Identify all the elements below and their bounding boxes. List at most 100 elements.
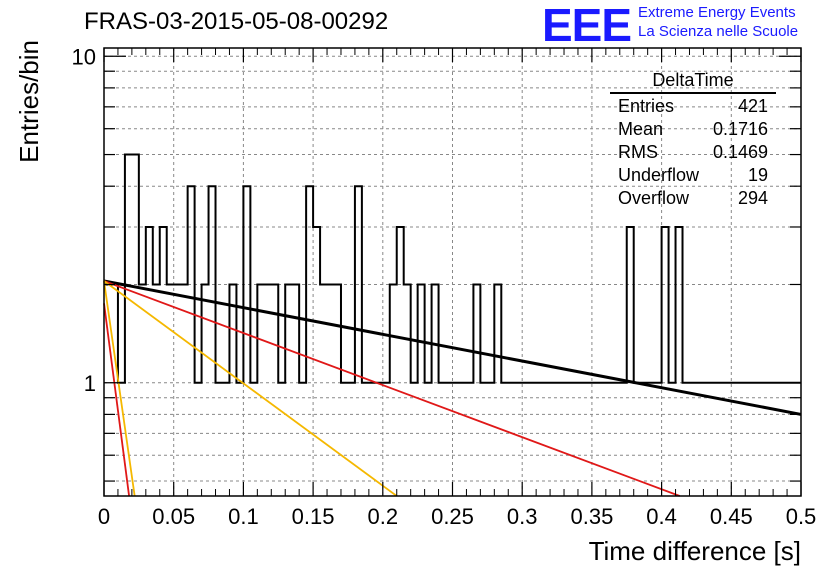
histogram-bin: [222, 383, 229, 496]
histogram-bin: [641, 383, 648, 496]
stats-value: 0.1469: [712, 142, 768, 162]
histogram-bin: [181, 284, 188, 496]
x-tick-label: 0.35: [570, 504, 613, 529]
stats-row-entries: Entries 421: [610, 95, 776, 118]
fit-curve-2: [103, 280, 398, 497]
fit-curve-1: [103, 280, 681, 497]
histogram-bin: [132, 155, 139, 496]
x-tick-label: 0.05: [152, 504, 195, 529]
histogram-bin: [257, 284, 264, 496]
histogram-bin: [459, 383, 466, 496]
x-tick-label: 0.1: [228, 504, 259, 529]
histogram-bin: [683, 383, 690, 496]
histogram-bin: [662, 227, 669, 496]
fit-curve-4: [103, 303, 130, 497]
histogram-bin: [599, 383, 606, 496]
histogram-bin: [362, 383, 369, 496]
y-tick-label: 10: [72, 44, 96, 69]
histogram-bin: [418, 284, 425, 496]
histogram-bin: [480, 383, 487, 496]
histogram-bin: [710, 383, 717, 496]
histogram-bin: [766, 383, 773, 496]
histogram-bin: [327, 284, 334, 496]
histogram-bin: [613, 383, 620, 496]
histogram-bin: [501, 383, 508, 496]
x-tick-label: 0.2: [368, 504, 399, 529]
histogram-bin: [439, 383, 446, 496]
stats-row-mean: Mean 0.1716: [610, 118, 776, 141]
histogram-bin: [703, 383, 710, 496]
x-tick-label: 0.4: [646, 504, 677, 529]
stats-value: 421: [737, 96, 768, 116]
histogram-bin: [446, 383, 453, 496]
histogram-bin: [299, 383, 306, 496]
histogram-bin: [780, 383, 787, 496]
logo-tagline-1: Extreme Energy Events: [638, 4, 796, 21]
stats-label: Mean: [618, 119, 664, 139]
histogram-bin: [264, 284, 271, 496]
histogram-bin: [466, 383, 473, 496]
x-tick-label: 0.5: [786, 504, 817, 529]
histogram-bin: [209, 186, 216, 496]
x-tick-label: 0.3: [507, 504, 538, 529]
y-axis-title: Entries/bin: [14, 40, 44, 163]
histogram-bin: [397, 227, 404, 496]
histogram-bin: [669, 383, 676, 496]
stats-value: 19: [747, 165, 768, 185]
histogram-bin: [202, 284, 209, 496]
histogram-bin: [620, 383, 627, 496]
histogram-bin: [592, 383, 599, 496]
histogram-bin: [229, 284, 236, 496]
histogram-bin: [536, 383, 543, 496]
histogram-bin: [487, 383, 494, 496]
x-tick-label: 0.45: [710, 504, 753, 529]
histogram-bin: [243, 186, 250, 496]
x-axis-title: Time difference [s]: [589, 536, 801, 566]
histogram-bin: [425, 383, 432, 496]
stats-label: Underflow: [618, 165, 700, 185]
histogram-bin: [773, 383, 780, 496]
histogram-bin: [738, 383, 745, 496]
histogram-bin: [153, 284, 160, 496]
histogram-bin: [146, 227, 153, 496]
histogram-bin: [627, 227, 634, 496]
histogram-bin: [543, 383, 550, 496]
histogram-bin: [494, 284, 501, 496]
histogram-bin: [696, 383, 703, 496]
histogram-bin: [216, 383, 223, 496]
histogram-bin: [453, 383, 460, 496]
histogram-bin: [236, 383, 243, 496]
stats-value: 0.1716: [712, 119, 768, 139]
x-tick-label: 0.15: [292, 504, 335, 529]
stats-label: Overflow: [618, 188, 690, 208]
y-tick-label: 1: [84, 371, 96, 396]
histogram-bin: [334, 284, 341, 496]
x-tick-label: 0: [98, 504, 110, 529]
histogram-bin: [689, 383, 696, 496]
histogram-bin: [578, 383, 585, 496]
histogram-bin: [794, 383, 801, 496]
histogram-bin: [759, 383, 766, 496]
stats-row-underflow: Underflow 19: [610, 164, 776, 187]
histogram-bin: [188, 186, 195, 496]
histogram-bin: [404, 284, 411, 496]
histogram-bin: [564, 383, 571, 496]
histogram-bin: [745, 383, 752, 496]
histogram-bin: [571, 383, 578, 496]
eee-logo: EEE: [542, 0, 632, 51]
histogram-bin: [676, 227, 683, 496]
histogram-bin: [585, 383, 592, 496]
histogram-bin: [160, 227, 167, 496]
stats-row-overflow: Overflow 294: [610, 187, 776, 210]
x-tick-label: 0.25: [431, 504, 474, 529]
histogram-outline: [104, 153, 801, 384]
stats-value: 294: [737, 188, 768, 208]
histogram-bin: [648, 383, 655, 496]
histogram-bin: [306, 186, 313, 496]
histogram-bin: [752, 383, 759, 496]
fit-curve-3: [103, 280, 136, 497]
histogram-bin: [125, 155, 132, 496]
histogram-bin: [341, 383, 348, 496]
stats-box: DeltaTime Entries 421 Mean 0.1716 RMS 0.…: [610, 70, 776, 210]
